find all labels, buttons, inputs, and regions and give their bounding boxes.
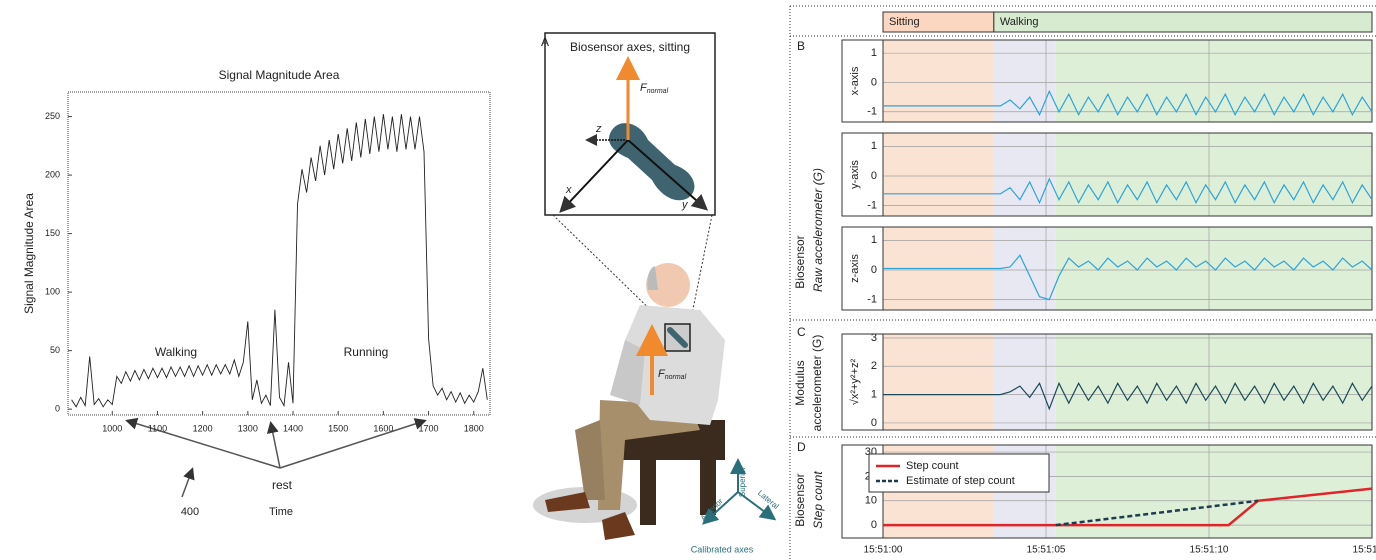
y-tick-label: -1 — [867, 294, 877, 306]
y-axis-label: y-axis — [849, 160, 861, 189]
axis-label: Superior — [738, 467, 747, 498]
phase-shading — [994, 133, 1056, 216]
x-tick-label: 15:51:15 — [1353, 545, 1376, 556]
x-tick-label: 1500 — [328, 423, 348, 433]
x-tick-label: 1300 — [238, 423, 258, 433]
y-tick-label: 1 — [871, 140, 877, 152]
legend-label: Step count — [906, 460, 959, 472]
group-label: Modulus — [793, 360, 807, 405]
y-tick-label: -1 — [867, 200, 877, 212]
phase-shading — [1056, 334, 1372, 430]
page: A Biosensor axes, sitting Fnormal z x y … — [0, 0, 1376, 560]
y-tick-label: -1 — [867, 106, 877, 118]
x-tick-label: 1100 — [148, 423, 167, 433]
annotation: 400 — [181, 506, 199, 518]
y-tick-label: 50 — [50, 345, 60, 355]
y-tick-label: 0 — [871, 264, 877, 276]
x-tick-label: 1700 — [419, 423, 439, 433]
x-tick-label: 1800 — [464, 423, 484, 433]
x-tick-label: 1200 — [193, 423, 213, 433]
phase-shading — [883, 334, 994, 430]
y-tick-label: 0 — [871, 519, 877, 531]
data-line — [72, 114, 488, 407]
y-tick-label: 0 — [55, 404, 60, 414]
y-axis-label: √x²+y²+z² — [849, 358, 861, 405]
annotation: Running — [344, 345, 389, 359]
y-tick-label: 150 — [45, 228, 60, 238]
x-tick-label: 1600 — [373, 423, 393, 433]
annotation: Walking — [155, 345, 197, 359]
phase-shading — [1056, 133, 1372, 216]
y-tick-label: 3 — [871, 332, 877, 344]
force-sub: normal — [647, 88, 669, 95]
panel-label: D — [797, 440, 806, 454]
phase-label: Walking — [1000, 16, 1039, 28]
phase-shading — [883, 40, 994, 122]
x-tick-label: 1400 — [283, 423, 303, 433]
group-label: Biosensor — [793, 473, 807, 526]
y-axis-label: x-axis — [849, 66, 861, 95]
y-tick-label: 1 — [871, 234, 877, 246]
phase-shading — [994, 334, 1056, 430]
legend-label: Estimate of step count — [906, 475, 1015, 487]
y-tick-label: 10 — [865, 495, 877, 507]
y-tick-label: 100 — [45, 286, 60, 296]
x-tick-label: 1000 — [102, 423, 122, 433]
group-label: Biosensor — [793, 235, 807, 288]
y-tick-label: 0 — [871, 417, 877, 429]
y-tick-label: 250 — [45, 111, 60, 121]
x-tick-label: 15:51:05 — [1027, 545, 1066, 556]
annotation: rest — [272, 478, 293, 492]
group-label: Raw accelerometer (G) — [811, 168, 825, 292]
y-tick-label: 1 — [871, 389, 877, 401]
y-tick-label: 1 — [871, 47, 877, 59]
illustration: A Biosensor axes, sitting Fnormal z x y … — [533, 33, 781, 554]
phase-shading — [883, 133, 994, 216]
y-axis-label: Signal Magnitude Area — [22, 193, 36, 314]
force-sub: normal — [665, 374, 687, 381]
panel-label: C — [797, 325, 806, 339]
y-tick-label: 0 — [871, 76, 877, 88]
group-label: Step count — [811, 471, 825, 529]
y-axis-label: z-axis — [849, 254, 861, 283]
axis-label: x — [565, 184, 572, 196]
annotation: Time — [269, 506, 293, 518]
phase-label: Sitting — [889, 16, 920, 28]
y-tick-label: 200 — [45, 169, 60, 179]
y-tick-label: 2 — [871, 360, 877, 372]
axis-label: z — [595, 123, 602, 135]
x-tick-label: 15:51:00 — [864, 545, 903, 556]
figure: A Biosensor axes, sitting Fnormal z x y … — [0, 0, 1376, 560]
panel-label: B — [797, 39, 805, 53]
phase-bar — [994, 12, 1372, 32]
x-tick-label: 15:51:10 — [1190, 545, 1229, 556]
inset-title: Calibrated axes — [691, 544, 754, 554]
y-tick-label: 0 — [871, 170, 877, 182]
group-label: accelerometer (G) — [810, 335, 824, 432]
chart-title: Signal Magnitude Area — [219, 68, 340, 82]
phase-shading — [994, 40, 1056, 122]
panel-label: A — [541, 35, 549, 49]
inset-title: Biosensor axes, sitting — [570, 40, 690, 54]
